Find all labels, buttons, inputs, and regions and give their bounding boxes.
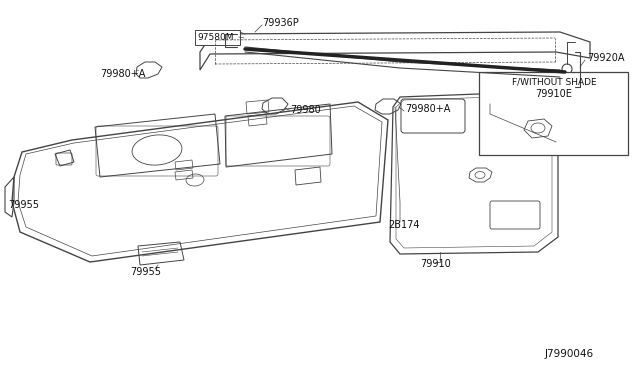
- Text: J7990046: J7990046: [545, 349, 594, 359]
- Text: 79936P: 79936P: [262, 18, 299, 28]
- Circle shape: [563, 73, 571, 81]
- Text: 2B174: 2B174: [388, 220, 419, 230]
- FancyBboxPatch shape: [195, 29, 239, 45]
- Text: 79980: 79980: [290, 105, 321, 115]
- Text: 79920A: 79920A: [587, 53, 625, 63]
- Text: 79955: 79955: [130, 267, 161, 277]
- Text: 79980+A: 79980+A: [100, 69, 145, 79]
- Text: 97580M: 97580M: [197, 32, 234, 42]
- Text: 79955: 79955: [8, 200, 39, 210]
- Text: 79980+A: 79980+A: [405, 104, 451, 114]
- Text: 79910E: 79910E: [536, 89, 572, 99]
- Text: F/WITHOUT SHADE: F/WITHOUT SHADE: [512, 77, 596, 87]
- FancyBboxPatch shape: [479, 71, 628, 154]
- Text: 79910: 79910: [420, 259, 451, 269]
